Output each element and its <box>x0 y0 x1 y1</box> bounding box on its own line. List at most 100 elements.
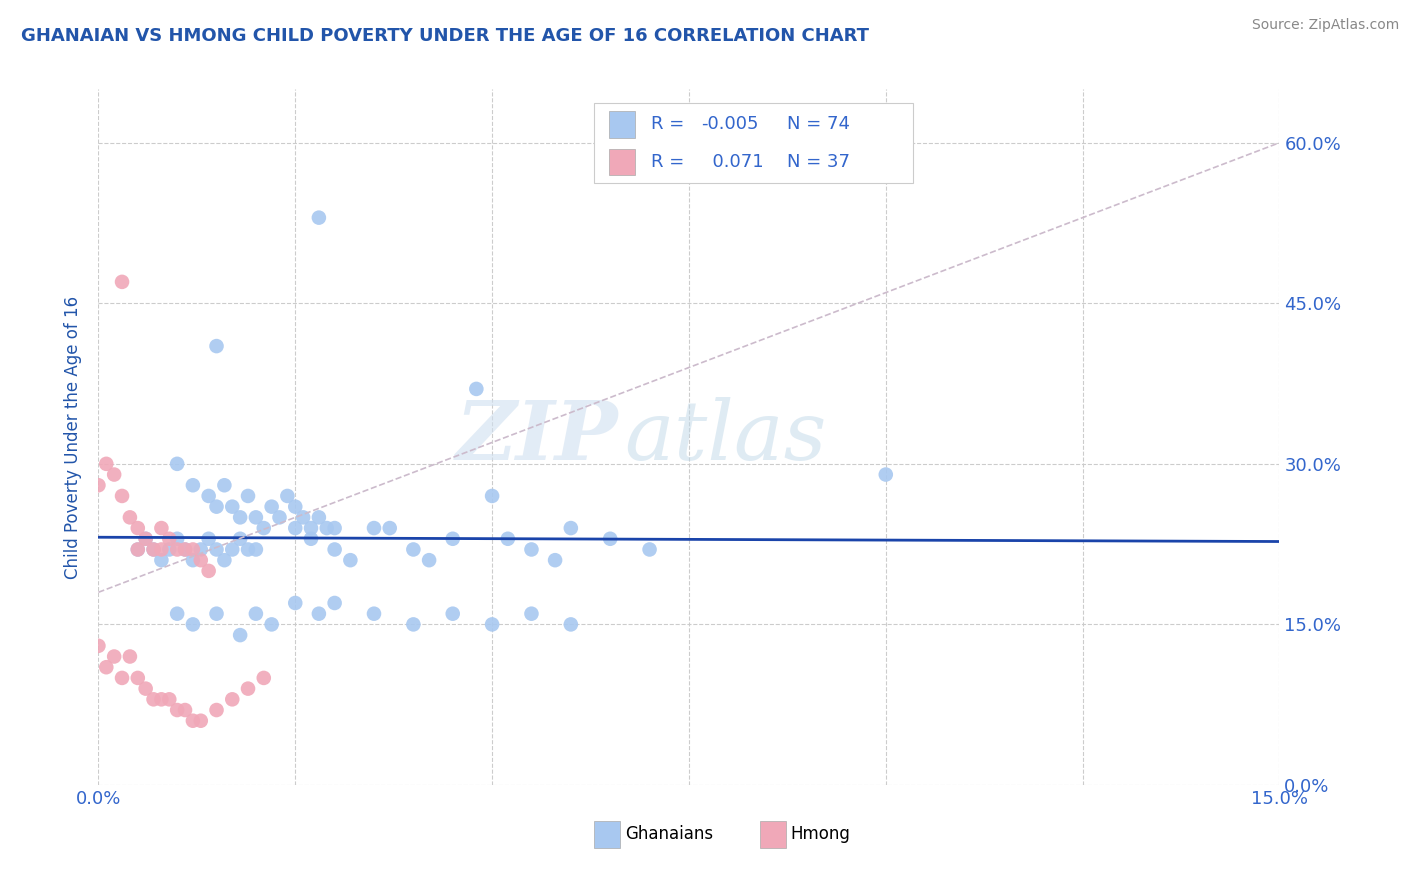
Point <box>229 532 252 546</box>
Point <box>197 564 219 578</box>
Text: R =: R = <box>651 115 690 133</box>
Point <box>96 457 118 471</box>
Point <box>111 275 134 289</box>
Text: atlas: atlas <box>624 397 827 477</box>
Point <box>127 671 149 685</box>
Bar <box>595 822 620 847</box>
Point <box>205 500 228 514</box>
Point <box>236 542 259 557</box>
Point <box>181 542 204 557</box>
Text: 0.071: 0.071 <box>700 153 763 171</box>
Point <box>299 532 322 546</box>
Point <box>174 542 197 557</box>
Point <box>481 617 503 632</box>
Text: N = 37: N = 37 <box>787 153 851 171</box>
Point <box>236 489 259 503</box>
Point <box>190 542 212 557</box>
Point <box>111 489 134 503</box>
Point <box>496 532 519 546</box>
Point <box>87 639 110 653</box>
Point <box>157 692 180 706</box>
Point <box>245 510 267 524</box>
Point <box>441 607 464 621</box>
Point <box>260 500 283 514</box>
Point <box>166 703 188 717</box>
Point <box>638 542 661 557</box>
Point <box>245 607 267 621</box>
Point <box>205 542 228 557</box>
Bar <box>609 112 634 137</box>
Text: Hmong: Hmong <box>790 825 851 843</box>
Point <box>236 681 259 696</box>
Point <box>221 692 243 706</box>
Point <box>245 542 267 557</box>
Point <box>142 692 165 706</box>
Text: ZIP: ZIP <box>456 397 619 477</box>
Point <box>418 553 440 567</box>
Point <box>150 692 173 706</box>
Point <box>214 553 236 567</box>
Point <box>253 671 276 685</box>
Point <box>166 457 188 471</box>
Point <box>402 542 425 557</box>
Point <box>166 532 188 546</box>
Point <box>205 703 228 717</box>
Text: R =: R = <box>651 153 690 171</box>
Point <box>214 478 236 492</box>
Point <box>127 521 149 535</box>
Point <box>166 542 188 557</box>
Point <box>284 596 307 610</box>
Point <box>181 714 204 728</box>
Y-axis label: Child Poverty Under the Age of 16: Child Poverty Under the Age of 16 <box>65 295 83 579</box>
Point <box>190 553 212 567</box>
Bar <box>595 103 914 183</box>
Point <box>308 211 330 225</box>
Point <box>197 532 219 546</box>
Point <box>103 467 125 482</box>
Point <box>269 510 291 524</box>
Point <box>875 467 897 482</box>
Point <box>378 521 401 535</box>
Point <box>150 521 173 535</box>
Point <box>142 542 165 557</box>
Point <box>135 532 157 546</box>
Point <box>135 681 157 696</box>
Point <box>142 542 165 557</box>
Point <box>520 607 543 621</box>
Text: Source: ZipAtlas.com: Source: ZipAtlas.com <box>1251 18 1399 32</box>
Point <box>276 489 298 503</box>
Bar <box>609 149 634 175</box>
Point <box>308 607 330 621</box>
Point <box>181 478 204 492</box>
Point <box>560 521 582 535</box>
Point <box>520 542 543 557</box>
Point <box>323 596 346 610</box>
Point <box>118 510 141 524</box>
Point <box>284 500 307 514</box>
Point <box>157 532 180 546</box>
Point <box>292 510 315 524</box>
Point <box>221 500 243 514</box>
Point <box>166 607 188 621</box>
Point <box>253 521 276 535</box>
Point <box>127 542 149 557</box>
Point <box>560 617 582 632</box>
Point <box>402 617 425 632</box>
Point <box>363 521 385 535</box>
Point <box>181 617 204 632</box>
Point <box>150 553 173 567</box>
Point <box>229 628 252 642</box>
Point <box>205 607 228 621</box>
Point <box>599 532 621 546</box>
Point <box>323 521 346 535</box>
Point <box>135 532 157 546</box>
Point <box>465 382 488 396</box>
Point <box>339 553 361 567</box>
Point <box>481 489 503 503</box>
Point <box>308 510 330 524</box>
Point <box>441 532 464 546</box>
Text: GHANAIAN VS HMONG CHILD POVERTY UNDER THE AGE OF 16 CORRELATION CHART: GHANAIAN VS HMONG CHILD POVERTY UNDER TH… <box>21 27 869 45</box>
Text: -0.005: -0.005 <box>700 115 758 133</box>
Point <box>174 542 197 557</box>
Point <box>118 649 141 664</box>
